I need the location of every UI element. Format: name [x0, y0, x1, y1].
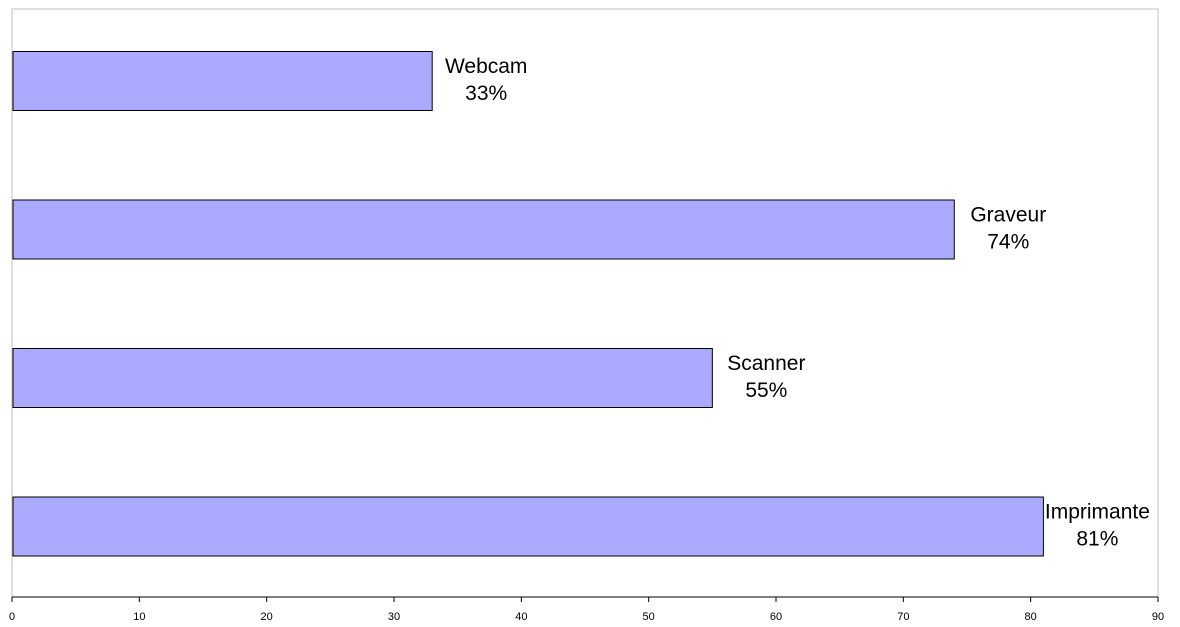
x-tick-label-80: 80 — [1025, 611, 1037, 623]
bar-scanner — [12, 348, 713, 408]
x-tick-label-0: 0 — [9, 611, 15, 623]
x-tick-label-90: 90 — [1152, 611, 1164, 623]
bar-graveur — [12, 199, 955, 260]
x-tick-label-50: 50 — [643, 611, 655, 623]
value-label-scanner: 55% — [745, 379, 787, 402]
category-label-graveur: Graveur — [970, 204, 1046, 227]
x-axis-ticks-group: 0 10 20 30 40 50 60 70 80 90 — [9, 597, 1164, 623]
bar-webcam — [12, 51, 433, 111]
data-labels-group: Webcam 33% Graveur 74% Scanner 55% Imprimante 8… — [445, 55, 1150, 551]
x-tick-label-20: 20 — [261, 611, 273, 623]
bars-group — [12, 51, 1044, 557]
x-tick-label-60: 60 — [770, 611, 782, 623]
value-label-graveur: 74% — [987, 231, 1029, 254]
category-label-imprimante: Imprimante — [1045, 501, 1150, 524]
category-label-scanner: Scanner — [727, 352, 805, 375]
x-tick-label-70: 70 — [897, 611, 909, 623]
bar-imprimante — [12, 496, 1044, 557]
value-label-webcam: 33% — [465, 82, 507, 105]
x-tick-label-10: 10 — [133, 611, 145, 623]
x-tick-label-40: 40 — [515, 611, 527, 623]
x-tick-label-30: 30 — [388, 611, 400, 623]
value-label-imprimante: 81% — [1076, 528, 1118, 551]
category-label-webcam: Webcam — [445, 55, 527, 78]
